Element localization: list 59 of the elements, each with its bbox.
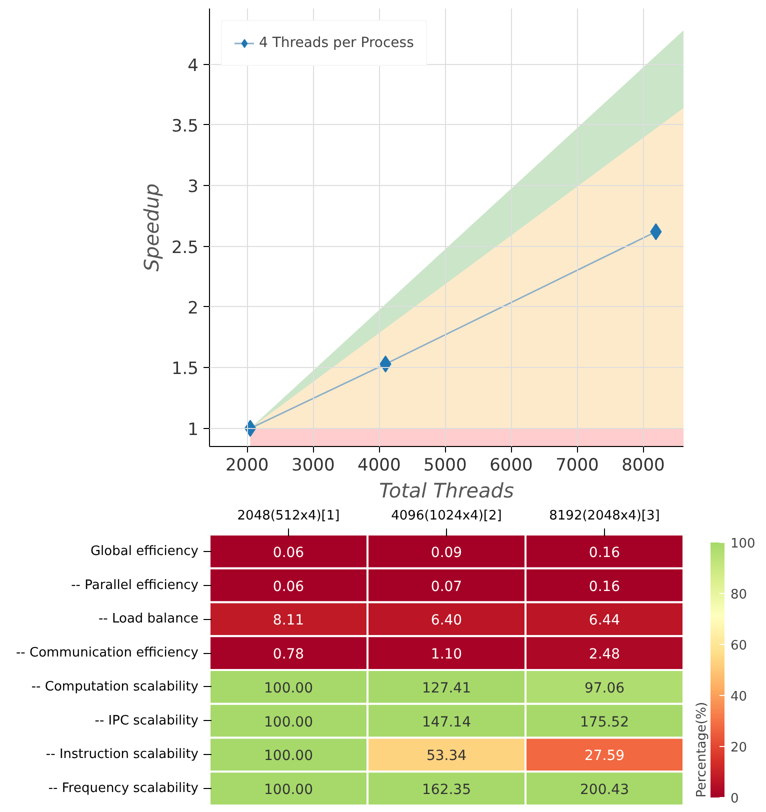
data-label: 127.41: [422, 680, 472, 696]
data-label: 0.09: [430, 544, 462, 561]
y-tick-label: 2: [188, 298, 199, 318]
data-label: 1.10: [430, 646, 462, 663]
y-axis-title: Speedup: [139, 183, 164, 272]
data-label: 100.00: [264, 782, 314, 798]
data-label: 27.59: [584, 748, 625, 764]
x-tick-label: 7000: [556, 456, 599, 476]
y-tick-label: -- IPC scalability: [82, 713, 199, 728]
data-label: 6.44: [588, 612, 620, 629]
data-label: 200.43: [580, 782, 630, 798]
x-tick-label: 8000: [622, 456, 665, 476]
x-axis-title: Total Threads: [379, 478, 514, 502]
data-label: 0.07: [430, 578, 462, 595]
data-label: 0.78: [272, 646, 304, 663]
x-tick-label: 6000: [490, 456, 533, 476]
data-label: 175.52: [580, 714, 630, 730]
color-bar-label: 0: [730, 792, 739, 806]
y-tick-label: 3.5: [171, 116, 199, 136]
data-label: 8.11: [272, 612, 304, 629]
y-tick-label: 1: [188, 420, 199, 440]
data-label: 2.48: [588, 646, 620, 663]
data-label: 97.06: [584, 680, 625, 696]
data-label: 0.06: [272, 578, 304, 595]
data-label: 0.16: [588, 578, 620, 595]
data-label: 6.40: [430, 612, 462, 629]
legend-label: 4 Threads per Process: [259, 35, 414, 51]
data-label: 100.00: [264, 714, 314, 730]
data-label: 162.35: [422, 782, 472, 798]
x-tick-label: 2000: [226, 456, 269, 476]
x-tick-label: 5000: [424, 456, 467, 476]
x-tick-label: 2048(512x4)[1]: [237, 508, 340, 524]
color-bar-label: 100: [730, 536, 756, 552]
color-bar-label: 40: [730, 690, 748, 704]
y-tick-label: -- Parallel efficiency: [71, 578, 199, 593]
y-tick-label: -- Communication efficiency: [4, 646, 199, 661]
data-label: 147.14: [422, 714, 472, 730]
data-label: 100.00: [264, 748, 314, 764]
y-tick-label: -- Computation scalability: [31, 679, 199, 694]
data-label: 0.16: [588, 544, 620, 561]
y-tick-label: 2.5: [171, 238, 199, 258]
y-tick-label: Global efficiency: [90, 544, 199, 559]
y-tick-label: 3: [188, 177, 199, 198]
y-tick-label: -- Load balance: [86, 612, 199, 627]
y-tick-label: 4: [188, 56, 199, 76]
color-bar-label: 60: [730, 638, 748, 654]
data-label: 53.34: [426, 748, 467, 764]
x-tick-label: 4000: [358, 456, 401, 476]
x-tick-label: 4096(1024x4)[2]: [391, 508, 502, 524]
color-bar-label: 20: [730, 740, 748, 756]
x-tick-label: 3000: [292, 456, 335, 476]
y-tick-label: -- Frequency scalability: [36, 781, 199, 796]
y-tick-label: -- Instruction scalability: [34, 747, 199, 762]
data-label: 100.00: [264, 680, 314, 696]
y-tick-label: 1.5: [171, 359, 199, 380]
color-bar-label: 80: [730, 588, 748, 602]
x-tick-label: 8192(2048x4)[3]: [549, 508, 660, 524]
data-label: 0.06: [272, 544, 304, 561]
color-bar-title: Percentage(%): [694, 702, 710, 798]
